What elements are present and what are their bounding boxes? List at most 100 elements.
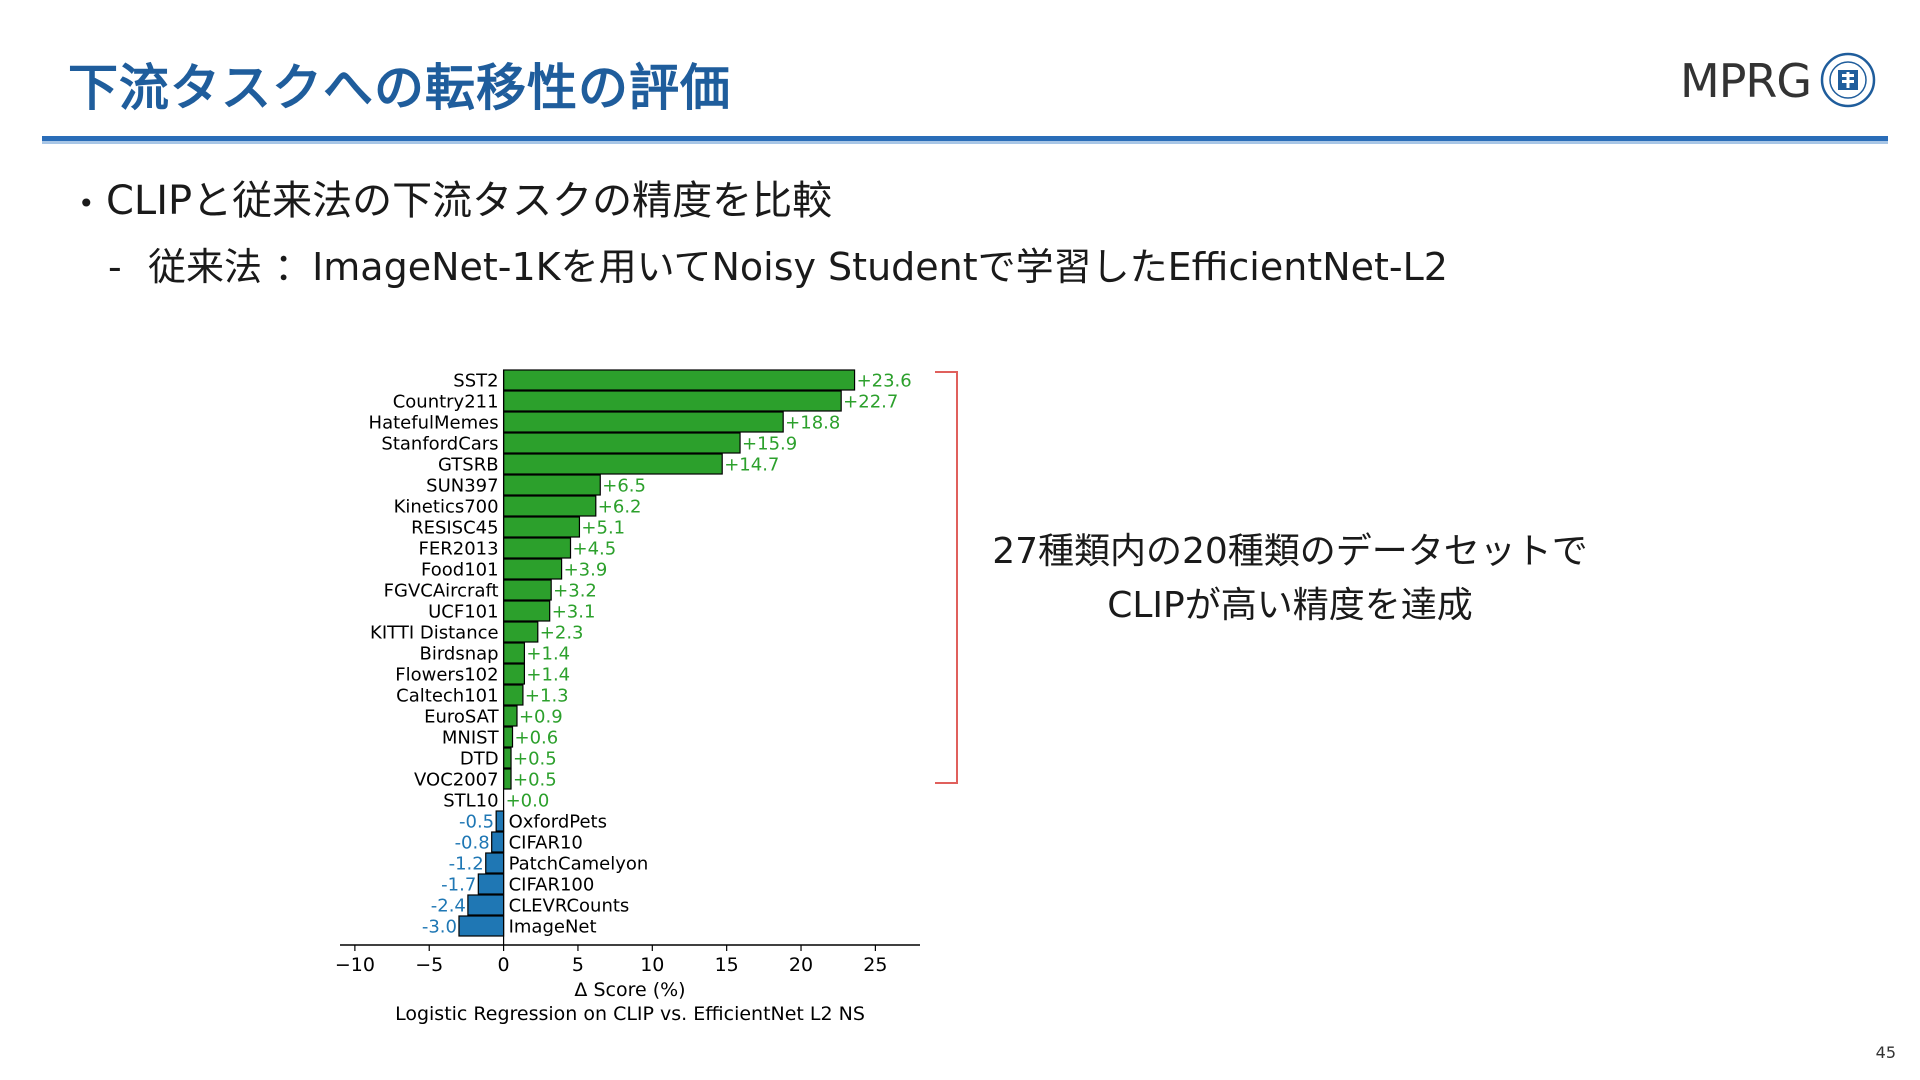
logo-text: MPRG xyxy=(1680,54,1812,108)
x-tick-label: 5 xyxy=(572,954,584,976)
data-label: +0.5 xyxy=(513,770,557,791)
category-label: PatchCamelyon xyxy=(509,854,649,875)
chart-bar xyxy=(467,894,505,916)
bullet-sub: - 従来法 ：ImageNet-1Kを用いてNoisy Studentで学習したE… xyxy=(108,236,1448,291)
chart-bar xyxy=(502,747,512,769)
category-label: UCF101 xyxy=(428,602,498,623)
chart-bar xyxy=(502,705,518,727)
chart-bar xyxy=(502,516,581,538)
data-label: +6.2 xyxy=(598,497,642,518)
data-label: +3.1 xyxy=(552,602,596,623)
data-label: +1.4 xyxy=(526,665,570,686)
data-label: +14.7 xyxy=(724,455,779,476)
data-label: +2.3 xyxy=(540,623,584,644)
page-number: 45 xyxy=(1875,1043,1896,1062)
chart-bar xyxy=(458,915,505,937)
category-label: Kinetics700 xyxy=(394,497,499,518)
chart-bar xyxy=(502,621,539,643)
bullet-dash-icon: - xyxy=(108,245,122,289)
chart-bar xyxy=(485,852,505,874)
x-tick-label: 20 xyxy=(789,954,813,976)
data-label: +0.5 xyxy=(513,749,557,770)
title-divider-shadow xyxy=(42,141,1888,144)
data-label: -2.4 xyxy=(431,896,466,917)
annotation-line-1: 27種類内の20種類のデータセットで xyxy=(992,531,1588,572)
positive-range-bracket xyxy=(935,371,958,784)
category-label: DTD xyxy=(460,749,499,770)
data-label: -0.5 xyxy=(459,812,494,833)
data-label: +15.9 xyxy=(742,434,797,455)
category-label: MNIST xyxy=(442,728,500,749)
data-label: +3.2 xyxy=(553,581,597,602)
slide-title: 下流タスクへの転移性の評価 xyxy=(68,59,731,117)
category-label: Flowers102 xyxy=(395,665,498,686)
data-label: -1.7 xyxy=(441,875,476,896)
category-label: OxfordPets xyxy=(509,812,607,833)
data-label: +1.4 xyxy=(526,644,570,665)
chart-bar xyxy=(502,390,842,412)
category-label: ImageNet xyxy=(509,917,597,938)
category-label: Caltech101 xyxy=(396,686,498,707)
chart-caption: Logistic Regression on CLIP vs. Efficien… xyxy=(395,1003,865,1025)
mprg-logo: MPRG xyxy=(1680,50,1890,112)
data-label: +0.9 xyxy=(519,707,563,728)
x-tick-label: −10 xyxy=(335,954,375,976)
x-tick-label: 15 xyxy=(715,954,739,976)
data-label: +4.5 xyxy=(573,539,617,560)
chart-bar xyxy=(502,369,856,391)
data-label: +1.3 xyxy=(525,686,569,707)
chart-bar xyxy=(477,873,505,895)
annotation-line-2: CLIPが高い精度を達成 xyxy=(1107,585,1473,626)
data-label: -1.2 xyxy=(449,854,484,875)
chart-bar xyxy=(502,474,601,496)
annotation-text: 27種類内の20種類のデータセットで CLIPが高い精度を達成 xyxy=(960,525,1620,633)
category-label: SST2 xyxy=(453,371,498,392)
chart-bar xyxy=(502,726,514,748)
chart-bar xyxy=(491,831,505,853)
category-label: RESISC45 xyxy=(411,518,499,539)
data-label: +22.7 xyxy=(843,392,898,413)
chart-bar xyxy=(495,810,505,832)
data-label: -0.8 xyxy=(455,833,490,854)
category-label: FER2013 xyxy=(419,539,499,560)
x-tick-label: 0 xyxy=(498,954,510,976)
bullet-sub-text: 従来法 ：ImageNet-1Kを用いてNoisy Studentで学習したEf… xyxy=(148,245,1448,289)
data-label: +5.1 xyxy=(581,518,625,539)
chart-bar xyxy=(502,558,563,580)
chart-bar xyxy=(502,579,552,601)
title-divider xyxy=(42,136,1888,141)
data-label: +23.6 xyxy=(857,371,912,392)
category-label: Food101 xyxy=(421,560,499,581)
data-label: +18.8 xyxy=(785,413,840,434)
chart-bar xyxy=(502,768,512,790)
chart-bar xyxy=(502,684,524,706)
data-label: +0.0 xyxy=(506,791,550,812)
bullet-main-text: CLIPと従来法の下流タスクの精度を比較 xyxy=(106,178,833,224)
category-label: CLEVRCounts xyxy=(509,896,630,917)
category-label: HatefulMemes xyxy=(369,413,499,434)
data-label: -3.0 xyxy=(422,917,457,938)
category-label: Birdsnap xyxy=(419,644,498,665)
chart-bar xyxy=(502,642,526,664)
category-label: StanfordCars xyxy=(381,434,498,455)
category-label: GTSRB xyxy=(438,455,499,476)
category-label: EuroSAT xyxy=(424,707,499,728)
category-label: KITTI Distance xyxy=(370,623,499,644)
category-label: FGVCAircraft xyxy=(384,581,499,602)
data-label: +6.5 xyxy=(602,476,646,497)
x-tick-label: −5 xyxy=(415,954,443,976)
chart-bar xyxy=(502,453,723,475)
chart-bar xyxy=(502,663,526,685)
category-label: Country211 xyxy=(393,392,499,413)
x-axis-label: Δ Score (%) xyxy=(574,979,685,1001)
bullet-dot-icon: • xyxy=(78,186,95,220)
chart-bar xyxy=(502,600,551,622)
category-label: CIFAR10 xyxy=(509,833,583,854)
data-label: +0.6 xyxy=(515,728,559,749)
category-label: VOC2007 xyxy=(414,770,499,791)
category-label: SUN397 xyxy=(426,476,498,497)
university-seal-icon xyxy=(1820,52,1876,108)
data-label: +3.9 xyxy=(564,560,608,581)
category-label: CIFAR100 xyxy=(509,875,595,896)
chart-bar xyxy=(502,411,784,433)
